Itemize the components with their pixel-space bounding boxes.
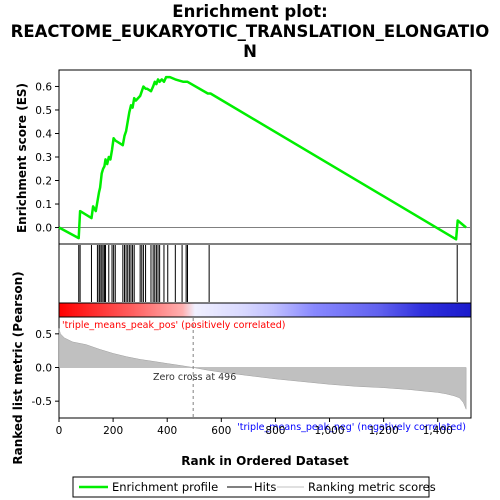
chart-title: Enrichment plot: REACTOME_EUKARYOTIC_TRA… xyxy=(0,2,500,62)
x-tick-label: 400 xyxy=(157,425,177,437)
ranking-color-bar xyxy=(58,302,472,318)
es-y-tick-label: 0.3 xyxy=(35,152,52,164)
legend-label-profile: Enrichment profile xyxy=(112,480,218,494)
metric-y-tick-label: -0.5 xyxy=(32,396,53,408)
metric-y-tick-label: 0.5 xyxy=(35,329,52,341)
title-line-1: Enrichment plot: xyxy=(172,2,328,21)
x-tick-label: 1,400 xyxy=(423,425,453,437)
metric-y-tick-label: 0.0 xyxy=(35,363,52,375)
x-tick-label: 1,200 xyxy=(369,425,399,437)
enrichment-profile-line xyxy=(58,75,467,241)
metric-axis-title: Ranked list metric (Pearson) xyxy=(11,271,25,464)
hits-panel xyxy=(58,243,472,318)
es-y-tick-label: 0.6 xyxy=(35,81,52,93)
legend-label-hits: Hits xyxy=(254,480,276,494)
title-line-2: REACTOME_EUKARYOTIC_TRANSLATION_ELONGATI… xyxy=(10,22,490,41)
x-tick-label: 800 xyxy=(265,425,285,437)
x-tick-label: 600 xyxy=(211,425,231,437)
legend: Enrichment profile Hits Ranking metric s… xyxy=(72,476,436,498)
x-axis-title: Rank in Ordered Dataset xyxy=(181,454,349,468)
enrichment-score-panel: 0.0 0.1 0.2 0.3 0.4 0.5 0.6 Enrichment score (… xyxy=(15,69,472,245)
zero-cross-label: Zero cross at 496 xyxy=(153,372,236,383)
x-tick-label: 200 xyxy=(103,425,123,437)
x-tick-label: 1,000 xyxy=(314,425,344,437)
x-axis: 0 200 400 600 800 1,000 1,200 1,400 xyxy=(56,418,453,437)
metric-y-axis: 0.5 0.0 -0.5 xyxy=(32,329,59,408)
es-y-tick-label: 0.0 xyxy=(35,223,52,235)
x-tick-label: 0 xyxy=(56,425,63,437)
es-y-tick-label: 0.5 xyxy=(35,105,52,117)
es-y-tick-label: 0.1 xyxy=(35,199,52,211)
ranking-metric-area xyxy=(58,328,467,410)
es-axis-title: Enrichment score (ES) xyxy=(15,83,29,233)
es-plot-frame xyxy=(58,69,472,245)
neg-correlated-label: 'triple_means_peak_neg' (negatively corr… xyxy=(237,422,466,433)
es-y-axis: 0.0 0.1 0.2 0.3 0.4 0.5 0.6 xyxy=(35,81,59,235)
es-line-group xyxy=(58,75,467,241)
es-y-tick-label: 0.4 xyxy=(35,128,52,140)
legend-label-metric: Ranking metric scores xyxy=(308,480,436,494)
es-y-tick-label: 0.2 xyxy=(35,176,52,188)
hit-lines xyxy=(78,245,458,302)
title-line-3: N xyxy=(243,42,257,61)
pos-correlated-label: 'triple_means_peak_pos' (positively corr… xyxy=(62,320,286,331)
ranked-metric-panel: 0.5 0.0 -0.5 'triple_means_peak_pos' (posi… xyxy=(11,271,472,465)
hits-frame xyxy=(58,243,472,304)
